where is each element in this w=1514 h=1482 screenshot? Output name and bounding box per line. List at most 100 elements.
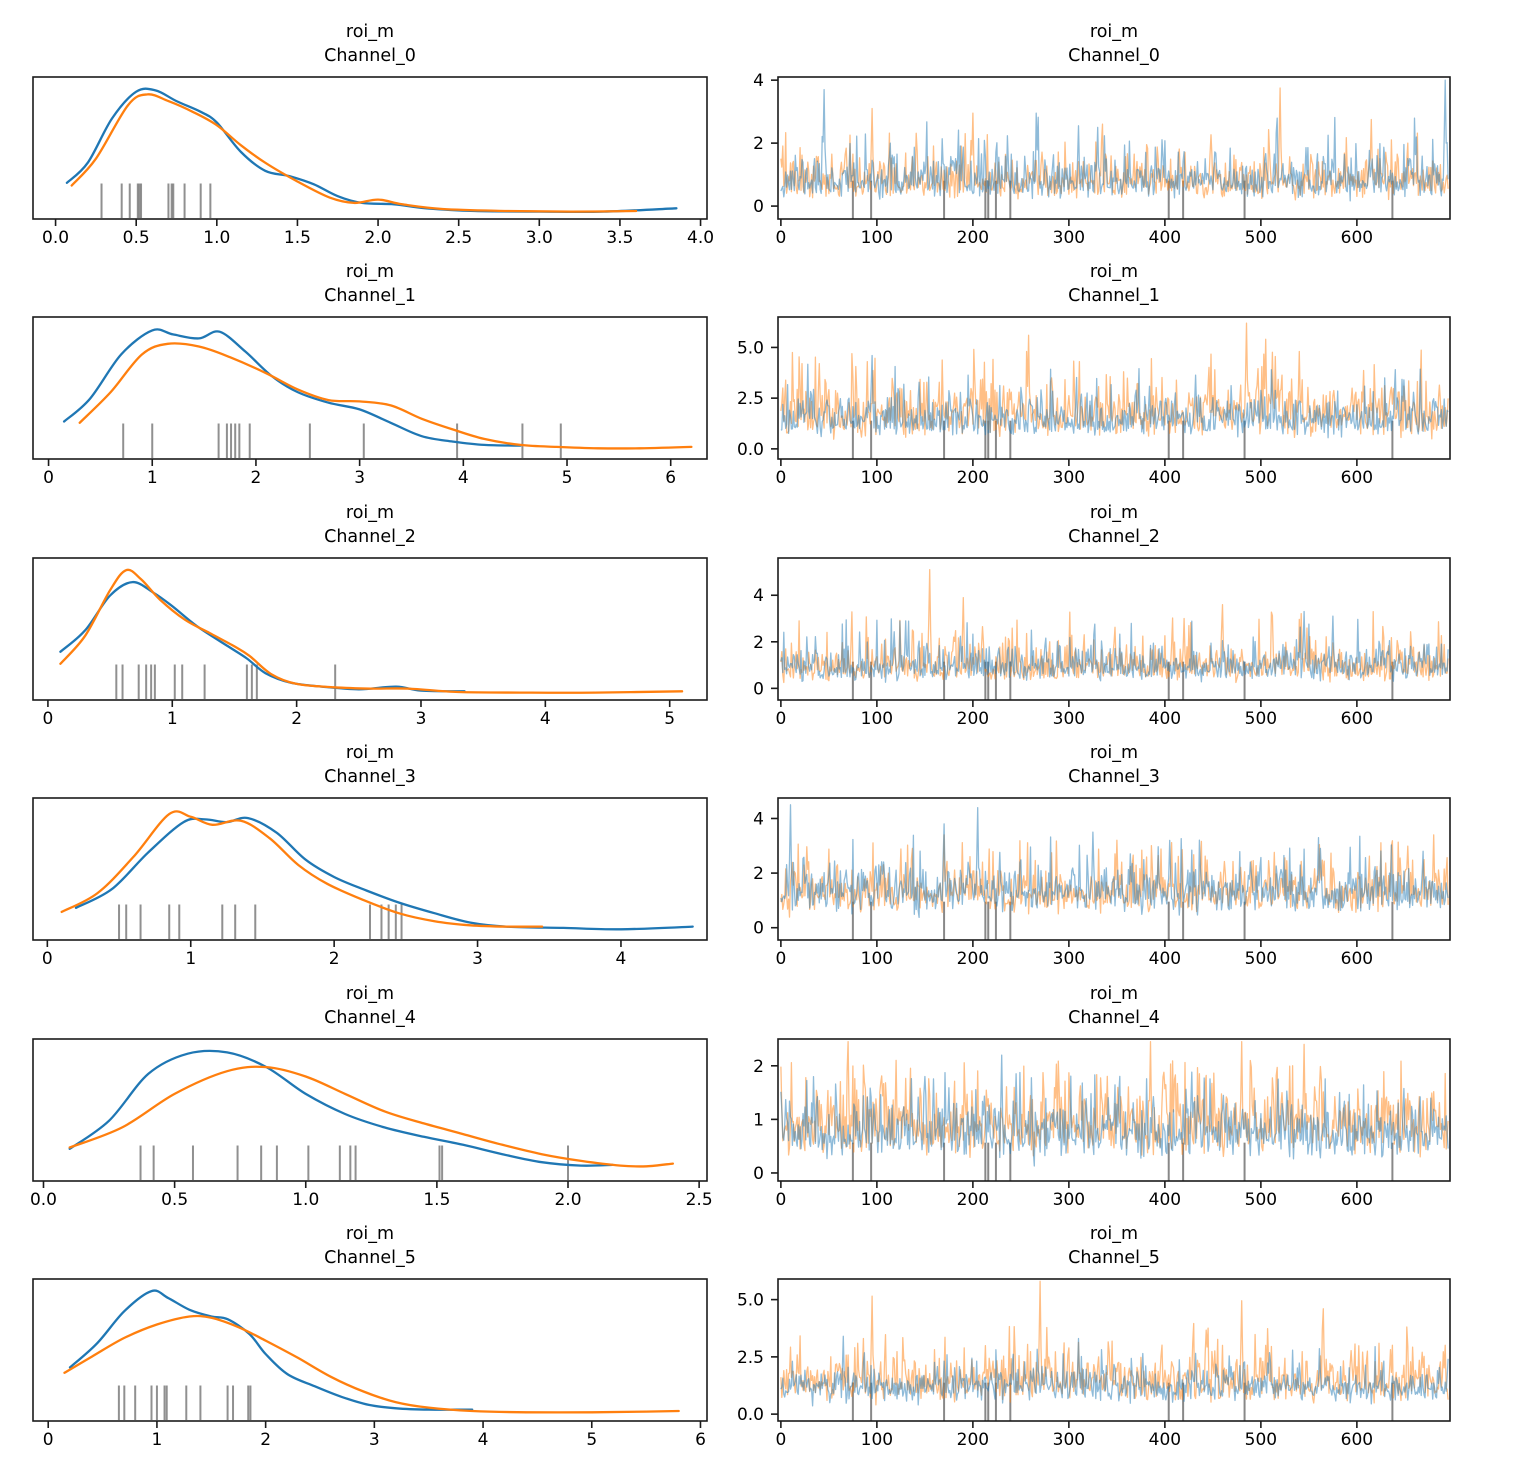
x-tick-label: 200 — [957, 468, 989, 488]
x-tick-label: 2.5 — [686, 1190, 713, 1210]
x-tick-label: 2 — [251, 468, 262, 488]
kde-curve-group-a — [68, 1049, 614, 1167]
timeseries-trace-group-a — [780, 1040, 1449, 1158]
timeseries-trace-group-b — [780, 610, 1449, 683]
x-tick-label: 0 — [43, 468, 54, 488]
y-tick-label: 4 — [753, 586, 764, 606]
axes-frame — [777, 76, 1451, 220]
x-tick-label: 2.0 — [554, 1190, 581, 1210]
x-tick-label: 6 — [665, 468, 676, 488]
plot-title: roi_m — [345, 502, 395, 523]
x-tick-label: 300 — [1053, 709, 1085, 729]
axes-frame — [32, 316, 708, 461]
x-tick-label: 2 — [260, 1430, 271, 1450]
x-tick-label: 400 — [1149, 949, 1181, 969]
y-tick-label: 0 — [753, 197, 764, 217]
x-tick-label: 1.5 — [284, 228, 311, 248]
plot-title-block-channel_4-timeseries: roi_m Channel_4 — [904, 982, 1324, 1030]
plot-title: roi_m — [1089, 1224, 1139, 1244]
plot-title: roi_m — [1089, 502, 1139, 523]
x-tick-label: 4 — [616, 949, 627, 969]
x-tick-label: 600 — [1341, 709, 1373, 729]
timeseries-trace-group-b — [780, 355, 1449, 439]
subplot-channel_4-kde: 0.0 0.5 1.0 1.5 2.0 2.5 — [30, 1037, 713, 1210]
plot-subtitle: Channel_1 — [324, 286, 416, 307]
x-tick-label: 1.0 — [203, 228, 230, 248]
kde-curve-group-b — [59, 568, 684, 694]
plot-title: roi_m — [345, 1224, 395, 1244]
y-tick-label: 4 — [753, 810, 764, 830]
x-tick-label: 100 — [861, 949, 893, 969]
x-tick-label: 100 — [861, 468, 893, 488]
plot-subtitle: Channel_4 — [324, 1007, 416, 1028]
x-tick-label: 500 — [1245, 468, 1277, 488]
timeseries-trace-group-b — [780, 1054, 1449, 1167]
timeseries-trace-group-a — [780, 834, 1449, 918]
y-tick-label: 0.0 — [737, 1405, 764, 1425]
plot-subtitle: Channel_3 — [324, 767, 416, 788]
y-tick-label: 2 — [753, 1056, 764, 1076]
plot-subtitle: Channel_0 — [324, 46, 416, 66]
plot-title: roi_m — [1089, 22, 1139, 42]
x-tick-label: 600 — [1341, 468, 1373, 488]
plot-title: roi_m — [345, 22, 395, 42]
y-tick-label: 5.0 — [737, 1291, 764, 1311]
plot-title-block-channel_4-kde: roi_m Channel_4 — [160, 982, 580, 1030]
x-tick-label: 1 — [185, 949, 196, 969]
x-tick-label: 300 — [1053, 1190, 1085, 1210]
x-tick-label: 3 — [416, 709, 427, 729]
x-tick-label: 0 — [775, 949, 786, 969]
plot-title: roi_m — [345, 743, 395, 764]
plot-title-block-channel_1-kde: roi_m Channel_1 — [160, 260, 580, 308]
x-tick-label: 500 — [1245, 949, 1277, 969]
subplot-channel_2-timeseries: 0 100 200 300 400 500 600 0 2 4 — [753, 556, 1451, 729]
plot-subtitle: Channel_3 — [1068, 767, 1160, 788]
subplot-channel_5-timeseries: 0 100 200 300 400 500 600 0.0 2.5 5.0 — [737, 1278, 1451, 1450]
subplot-channel_4-timeseries: 0 100 200 300 400 500 600 0 1 2 — [753, 1037, 1451, 1210]
plot-title: roi_m — [1089, 743, 1139, 764]
axes-frame — [32, 1278, 708, 1422]
timeseries-trace-group-b — [780, 79, 1449, 202]
x-tick-label: 100 — [861, 1430, 893, 1450]
timeseries-trace-group-a — [780, 322, 1449, 441]
plot-title: roi_m — [1089, 983, 1139, 1004]
subplot-channel_2-kde: 0 1 2 3 4 5 — [32, 556, 708, 729]
plot-title: roi_m — [345, 262, 395, 283]
x-tick-label: 100 — [861, 1190, 893, 1210]
x-tick-label: 4 — [540, 709, 551, 729]
plot-area-channel_0-timeseries — [780, 79, 1449, 219]
axes-frame — [777, 556, 1451, 701]
x-tick-label: 0 — [43, 1430, 54, 1450]
x-tick-label: 4 — [478, 1430, 489, 1450]
timeseries-trace-group-b — [780, 1335, 1449, 1407]
plot-title-block-channel_0-timeseries: roi_m Channel_0 — [904, 20, 1324, 68]
plot-area-channel_4-kde — [68, 1049, 675, 1180]
plot-subtitle: Channel_5 — [1068, 1248, 1160, 1268]
x-tick-label: 100 — [861, 709, 893, 729]
y-tick-label: 2 — [753, 633, 764, 653]
plot-area-channel_3-timeseries — [780, 804, 1449, 941]
x-tick-label: 300 — [1053, 468, 1085, 488]
x-tick-label: 200 — [957, 949, 989, 969]
x-tick-label: 400 — [1149, 468, 1181, 488]
x-tick-label: 0 — [775, 1430, 786, 1450]
x-tick-label: 400 — [1149, 1430, 1181, 1450]
plot-area-channel_2-kde — [59, 568, 684, 699]
plot-area-channel_2-timeseries — [780, 568, 1449, 700]
kde-curve-group-b — [63, 1314, 680, 1414]
y-tick-label: 2 — [753, 134, 764, 154]
x-tick-label: 0.0 — [42, 228, 69, 248]
x-tick-label: 3 — [472, 949, 483, 969]
x-tick-label: 200 — [957, 1430, 989, 1450]
timeseries-trace-group-a — [780, 568, 1449, 683]
plot-title-block-channel_3-kde: roi_m Channel_3 — [160, 741, 580, 789]
x-tick-label: 4 — [458, 468, 469, 488]
plot-subtitle: Channel_1 — [1068, 286, 1160, 307]
x-tick-label: 1 — [167, 709, 178, 729]
x-tick-label: 200 — [957, 228, 989, 248]
x-tick-label: 500 — [1245, 709, 1277, 729]
x-tick-label: 300 — [1053, 949, 1085, 969]
y-tick-label: 2.5 — [737, 390, 764, 410]
plot-title: roi_m — [1089, 262, 1139, 283]
x-tick-label: 400 — [1149, 228, 1181, 248]
